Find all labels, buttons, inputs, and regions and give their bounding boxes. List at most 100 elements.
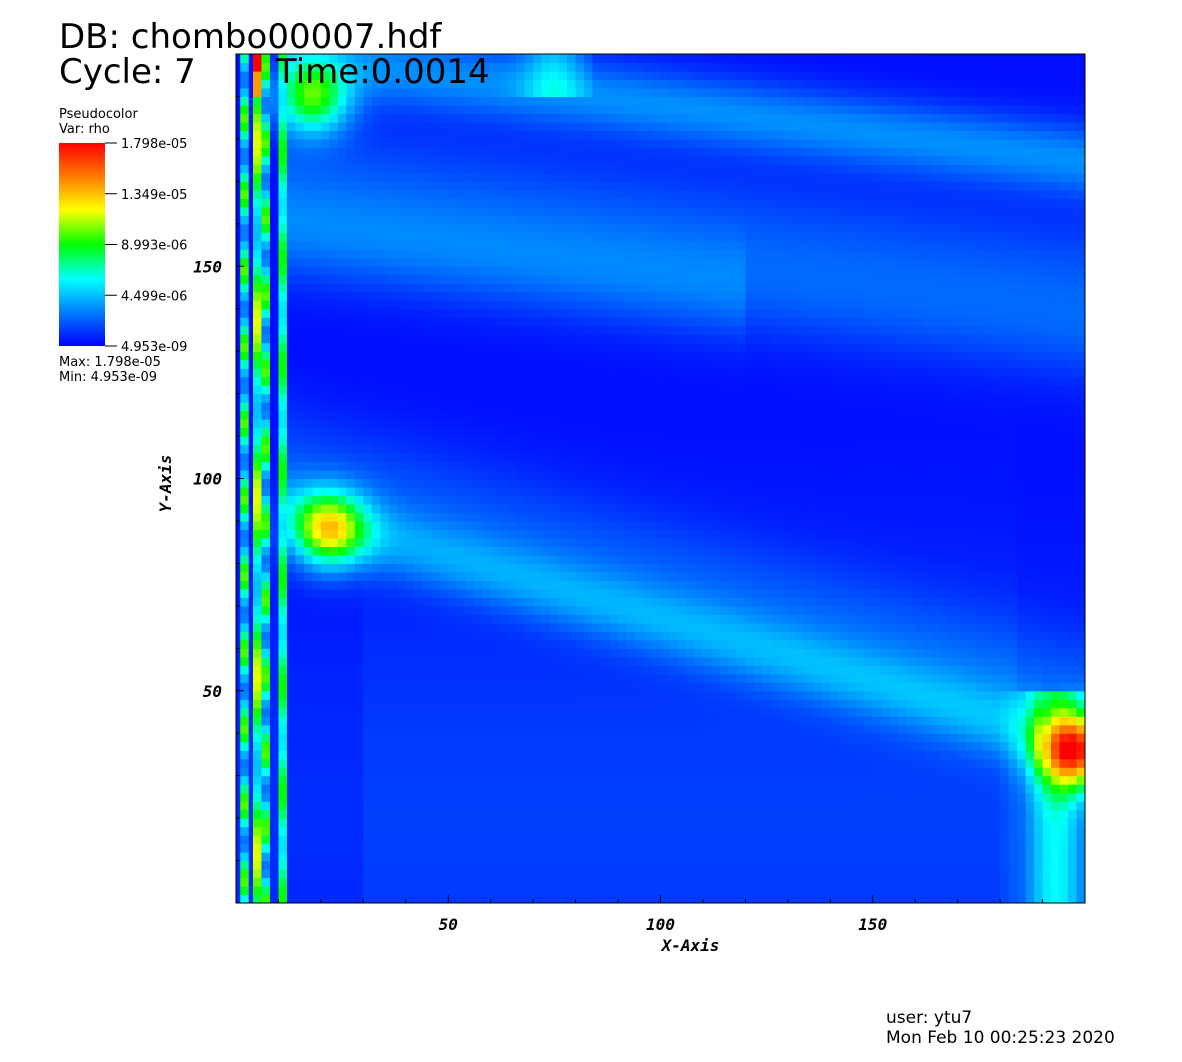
heatmap-cell [652,869,662,879]
heatmap-cell [652,546,662,556]
heatmap-cell [762,537,772,548]
heatmap-cell [966,571,976,581]
heatmap-cell [906,792,916,802]
heatmap-cell [533,622,543,632]
heatmap-cell [448,750,458,760]
heatmap-cell [847,869,857,879]
heatmap-cell [804,775,814,785]
heatmap-cell [558,877,568,887]
heatmap-cell [516,767,526,777]
heatmap-cell [388,775,398,785]
heatmap-cell [830,520,840,531]
heatmap-cell [1000,716,1010,726]
heatmap-cell [371,529,381,539]
heatmap-cell [736,597,746,607]
heatmap-cell [838,478,848,488]
heatmap-cell [830,775,840,785]
heatmap-cell [974,733,984,743]
heatmap-cell [439,741,449,751]
heatmap-cell [448,656,458,666]
heatmap-cell [592,554,602,564]
heatmap-cell [974,809,984,819]
heatmap-cell [753,588,763,598]
heatmap-cell [329,665,339,675]
heatmap-cell [405,614,415,624]
heatmap-cell [864,554,874,564]
heatmap-cell [473,563,483,573]
heatmap-cell [329,784,339,794]
heatmap-cell [414,835,424,845]
heatmap-cell [736,529,746,539]
heatmap-cell [1042,682,1052,692]
heatmap-cell [821,784,831,794]
heatmap-cell [838,775,848,785]
heatmap-cell [932,486,942,497]
heatmap-cell [422,554,432,564]
heatmap-cell [397,503,407,514]
heatmap-cell [804,665,814,675]
heatmap-cell [762,503,772,514]
heatmap-cell [499,631,509,641]
heatmap-cell [643,775,653,785]
heatmap-cell [881,784,891,794]
heatmap-cell [915,622,925,632]
heatmap-cell [439,478,449,488]
heatmap-cell [626,758,636,768]
heatmap-cell [329,546,339,556]
heatmap-cell [872,614,882,624]
heatmap-cell [923,622,933,632]
heatmap-cell [550,750,560,760]
heatmap-cell [745,571,755,581]
heatmap-cell [507,554,517,564]
heatmap-cell [303,588,314,598]
heatmap-cell [847,520,857,531]
heatmap-cell [584,818,594,828]
heatmap-cell [1059,758,1069,768]
heatmap-cell [575,886,585,896]
heatmap-cell [881,546,891,556]
heatmap-cell [796,588,806,598]
heatmap-cell [439,503,449,514]
heatmap-cell [779,503,789,514]
heatmap-cell [847,852,857,862]
heatmap-cell [864,571,874,581]
heatmap-cell [550,767,560,777]
heatmap-cell [1068,886,1078,896]
heatmap-cell [677,546,687,556]
heatmap-cell [592,869,602,879]
heatmap-cell [702,877,713,887]
heatmap-cell [872,639,882,649]
heatmap-cell [652,699,662,709]
heatmap-cell [490,503,500,514]
heatmap-cell [872,818,882,828]
heatmap-cell [609,588,619,598]
heatmap-cell [592,614,602,624]
heatmap-cell [346,826,356,836]
heatmap-cell [855,512,865,522]
heatmap-cell [439,554,449,564]
heatmap-cell [728,886,738,896]
heatmap-cell [974,682,984,692]
heatmap-cell [422,852,432,862]
heatmap-cell [414,571,424,581]
heatmap-cell [906,639,916,649]
heatmap-cell [779,478,789,488]
heatmap-cell [414,733,424,743]
heatmap-cell [915,605,925,615]
heatmap-cell [490,869,500,879]
heatmap-cell [652,860,662,870]
heatmap-cell [439,894,449,903]
heatmap-cell [388,588,398,598]
heatmap-cell [533,707,543,717]
heatmap-cell [448,792,458,802]
heatmap-cell [1051,894,1061,903]
heatmap-cell [507,835,517,845]
heatmap-cell [439,886,449,896]
heatmap-cell [906,563,916,573]
heatmap-cell [456,656,466,666]
heatmap-cell [516,792,526,802]
heatmap-cell [906,682,916,692]
heatmap-cell [898,486,908,497]
heatmap-cell [329,622,339,632]
heatmap-cell [626,733,636,743]
